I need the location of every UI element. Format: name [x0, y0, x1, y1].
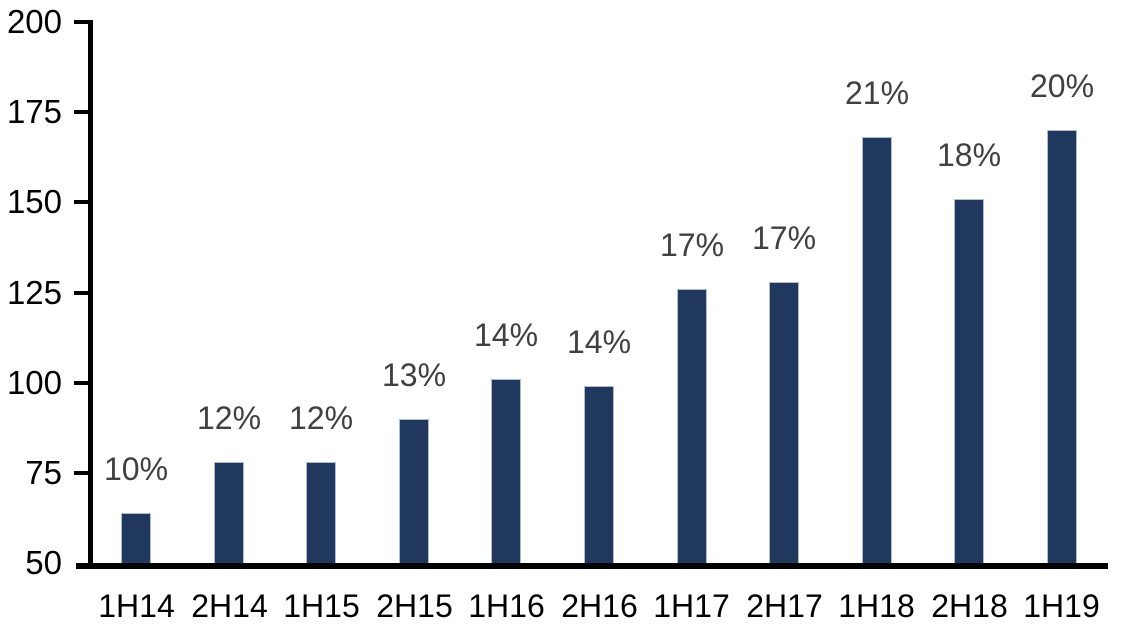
- y-tick-mark: [74, 200, 90, 204]
- bar-data-label: 20%: [1029, 68, 1095, 104]
- y-axis-label: 100: [6, 364, 62, 401]
- y-tick-mark: [74, 381, 90, 385]
- x-axis-label: 2H14: [191, 588, 268, 624]
- bar-data-label: 12%: [288, 400, 354, 436]
- bar: [1047, 130, 1077, 563]
- x-axis-label: 1H18: [838, 588, 915, 624]
- y-tick-mark: [74, 110, 90, 114]
- y-axis-label: 75: [25, 454, 62, 491]
- y-tick-mark: [74, 471, 90, 475]
- bar-data-label: 13%: [381, 357, 447, 393]
- bar: [584, 386, 614, 563]
- bar-data-label: 21%: [844, 75, 910, 111]
- x-axis-label: 2H15: [376, 588, 453, 624]
- bar-data-label: 18%: [936, 137, 1002, 173]
- bar: [769, 282, 799, 563]
- bar-data-label: 14%: [566, 324, 632, 360]
- y-axis-label: 125: [6, 274, 62, 311]
- bar: [491, 379, 521, 563]
- bar: [677, 289, 707, 563]
- bar-data-label: 17%: [659, 227, 725, 263]
- bar-data-label: 12%: [196, 400, 262, 436]
- y-tick-mark: [74, 20, 90, 24]
- bar-data-label: 10%: [103, 451, 169, 487]
- y-axis-line: [88, 20, 93, 565]
- bar: [121, 513, 151, 563]
- x-axis-label: 2H17: [746, 588, 823, 624]
- bar: [214, 462, 244, 563]
- x-axis-label: 1H16: [468, 588, 545, 624]
- y-axis-label: 50: [25, 544, 62, 581]
- y-axis-label: 150: [6, 183, 62, 220]
- x-axis-label: 1H17: [653, 588, 730, 624]
- x-axis-label: 1H15: [283, 588, 360, 624]
- bar-data-label: 17%: [751, 220, 817, 256]
- x-axis-label: 1H14: [98, 588, 175, 624]
- y-tick-mark: [74, 291, 90, 295]
- bar: [306, 462, 336, 563]
- x-axis-label: 2H18: [931, 588, 1008, 624]
- bar: [954, 199, 984, 563]
- x-axis-line: [76, 563, 1108, 569]
- bar: [399, 419, 429, 563]
- bar: [862, 137, 892, 563]
- bar-data-label: 14%: [473, 317, 539, 353]
- x-axis-label: 1H19: [1023, 588, 1100, 624]
- y-axis-label: 200: [6, 3, 62, 40]
- x-axis-label: 2H16: [561, 588, 638, 624]
- y-axis-label: 175: [6, 93, 62, 130]
